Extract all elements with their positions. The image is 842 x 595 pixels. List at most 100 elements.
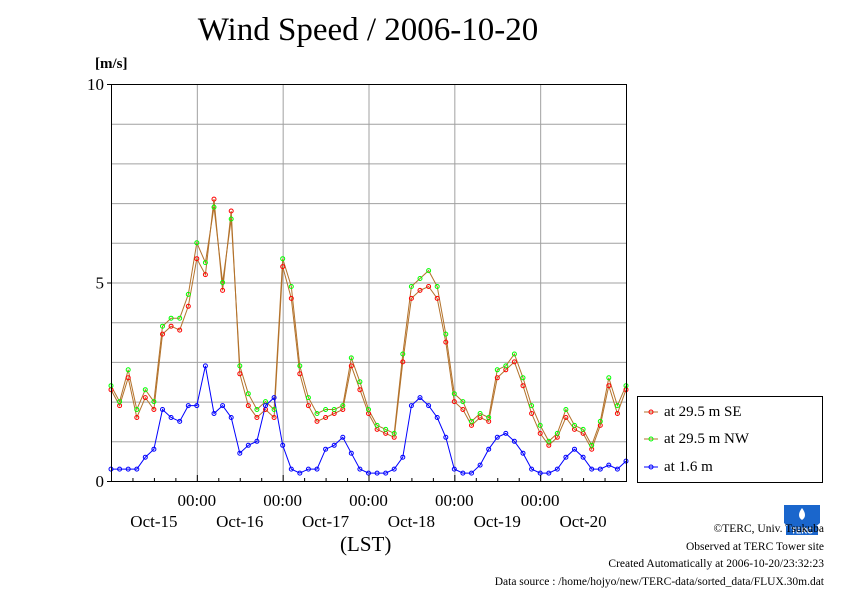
series-point-1: [194, 240, 200, 246]
series-point-1: [211, 204, 217, 210]
series-point-2: [520, 450, 526, 456]
legend: at 29.5 m SE at 29.5 m NW at 1.6 m: [637, 396, 823, 483]
x-tick-date-label: Oct-16: [216, 512, 263, 531]
series-point-1: [408, 284, 414, 289]
legend-item-nw: at 29.5 m NW: [644, 430, 749, 448]
logo-text: TERC: [791, 527, 813, 536]
series-point-2: [374, 470, 380, 476]
series-point-0: [537, 430, 543, 436]
series-point-2: [125, 466, 131, 472]
series-point-1: [202, 260, 208, 266]
series-point-1: [125, 367, 131, 373]
series-point-1: [134, 407, 140, 412]
series-point-2: [451, 466, 457, 472]
series-point-1: [434, 284, 440, 289]
series-point-2: [220, 403, 226, 409]
series-point-2: [271, 395, 277, 401]
series-point-0: [614, 411, 620, 416]
series-point-2: [134, 466, 140, 472]
series-point-2: [606, 462, 612, 468]
y-tick-label: 0: [96, 472, 105, 491]
series-point-0: [357, 387, 363, 393]
series-point-2: [160, 407, 165, 412]
series-point-0: [408, 295, 414, 301]
series-point-1: [254, 407, 260, 412]
credit-created: Created Automatically at 2006-10-20/23:3…: [608, 558, 824, 570]
series-point-0: [220, 287, 226, 293]
series-point-1: [443, 331, 449, 337]
series-point-1: [494, 367, 500, 373]
series-point-1: [572, 422, 577, 428]
series-point-2: [580, 454, 586, 460]
legend-label-nw: at 29.5 m NW: [664, 430, 749, 447]
series-point-1: [348, 355, 354, 361]
series-point-2: [314, 466, 320, 472]
series-point-0: [494, 375, 500, 381]
series-point-2: [554, 466, 560, 472]
series-point-1: [460, 399, 466, 405]
series-point-0: [280, 264, 286, 270]
series-point-1: [391, 430, 397, 436]
series-point-2: [177, 418, 183, 424]
series-point-0: [177, 327, 183, 333]
series-point-0: [228, 208, 234, 214]
series-point-1: [614, 403, 620, 409]
series-point-1: [151, 399, 157, 405]
series-point-1: [340, 403, 346, 409]
series-point-1: [366, 407, 371, 412]
series-point-2: [211, 411, 217, 416]
series-point-1: [426, 268, 432, 274]
terc-logo-icon: TERC: [784, 505, 820, 536]
series-point-1: [486, 415, 492, 420]
series-point-1: [503, 363, 509, 369]
series-point-1: [168, 315, 174, 321]
legend-marker-se-icon: [644, 409, 658, 415]
series-point-1: [245, 391, 251, 397]
x-tick-date-label: Oct-15: [130, 512, 177, 531]
series-point-0: [417, 287, 423, 293]
series-point-0: [451, 399, 457, 405]
series-point-2: [383, 470, 389, 476]
series-point-2: [228, 415, 234, 420]
series-point-1: [185, 291, 191, 297]
series-point-1: [357, 379, 363, 385]
series-point-1: [160, 323, 165, 329]
series-point-2: [529, 466, 535, 472]
series-point-1: [580, 426, 586, 432]
series-point-0: [563, 415, 569, 420]
series-point-0: [529, 411, 535, 416]
x-tick-time-label: 00:00: [435, 491, 474, 510]
series-point-1: [469, 418, 474, 424]
series-point-1: [288, 284, 294, 289]
y-tick-label: 10: [87, 75, 104, 94]
x-tick-time-label: 00:00: [521, 491, 560, 510]
series-point-0: [434, 295, 440, 301]
grid: [111, 84, 626, 481]
series-point-0: [426, 284, 432, 289]
series-point-1: [323, 407, 329, 412]
series-point-0: [245, 403, 251, 409]
series-line-2: [111, 365, 627, 474]
series-point-0: [520, 383, 526, 389]
series-point-2: [614, 466, 620, 472]
series-point-2: [202, 363, 208, 369]
series-point-0: [125, 375, 131, 381]
series-point-2: [348, 450, 354, 456]
series-point-2: [434, 415, 440, 420]
x-tick-time-label: 00:00: [349, 491, 388, 510]
series-point-0: [314, 418, 320, 424]
series-point-2: [142, 454, 148, 460]
series-point-0: [194, 256, 200, 262]
series-point-1: [271, 407, 277, 412]
credit-data-source: Data source : /home/hojyo/new/TERC-data/…: [494, 575, 824, 588]
credit-site: Observed at TERC Tower site: [685, 540, 824, 553]
series-point-1: [374, 422, 380, 428]
series-point-0: [323, 415, 329, 420]
series-point-2: [391, 466, 397, 472]
series-point-1: [451, 391, 457, 397]
series-point-2: [469, 470, 474, 476]
credit-copyright: ©TERC, Univ. Tsukuba: [713, 523, 824, 535]
series-point-1: [228, 216, 234, 222]
series-point-2: [563, 454, 569, 460]
